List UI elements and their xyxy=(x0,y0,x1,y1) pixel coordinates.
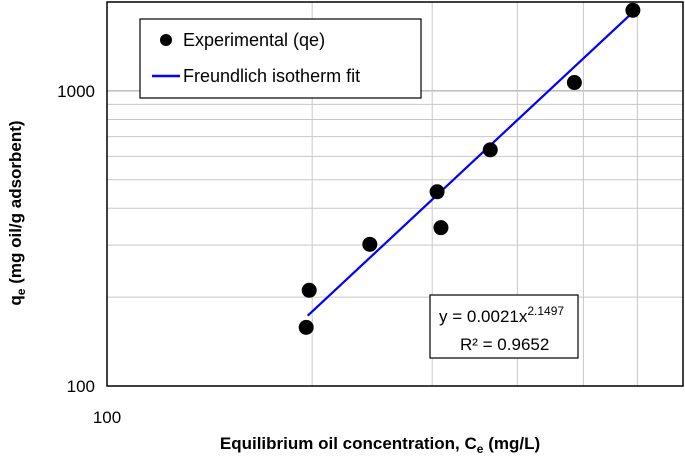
equation-box: y = 0.0021x2.1497 R² = 0.9652 xyxy=(429,294,579,359)
data-series xyxy=(298,2,641,335)
experimental-point xyxy=(482,142,498,158)
experimental-point xyxy=(566,75,582,91)
x-tick-label: 100 xyxy=(93,408,121,427)
x-axis-title-main: Equilibrium oil concentration, C xyxy=(220,434,477,453)
equation-base: y = 0.0021x xyxy=(439,307,528,326)
legend-label-experimental: Experimental (qe) xyxy=(183,30,325,50)
y-axis-title: qe (mg oil/g adsorbent) xyxy=(6,120,28,305)
experimental-point xyxy=(625,2,641,18)
x-axis-title-subscript: e xyxy=(477,442,484,456)
equation-text: y = 0.0021x2.1497 xyxy=(439,304,564,326)
x-axis-title: Equilibrium oil concentration, Ce (mg/L) xyxy=(220,434,540,456)
experimental-point xyxy=(433,220,449,236)
legend-box xyxy=(139,18,422,99)
experimental-point xyxy=(298,319,314,335)
r-squared-text: R² = 0.9652 xyxy=(460,335,549,354)
experimental-point xyxy=(362,236,378,252)
y-axis-title-main: q xyxy=(6,295,25,305)
freundlich-fit-line xyxy=(306,11,634,317)
equation-exponent: 2.1497 xyxy=(527,304,564,318)
experimental-point xyxy=(429,184,445,200)
y-axis-title-subscript: e xyxy=(14,288,28,295)
y-axis-title-unit: (mg oil/g adsorbent) xyxy=(6,120,25,288)
y-tick-label: 1000 xyxy=(57,82,95,101)
legend-label-freundlich: Freundlich isotherm fit xyxy=(183,66,360,86)
y-tick-label: 100 xyxy=(67,377,95,396)
equation-box-frame xyxy=(429,294,579,359)
axis-tick-labels: 100 1000 100 xyxy=(57,82,121,427)
plot-frame xyxy=(106,1,684,387)
experimental-point xyxy=(301,282,317,298)
y-grid-lines xyxy=(107,90,683,298)
legend-marker-experimental xyxy=(160,34,172,46)
x-axis-title-unit: (mg/L) xyxy=(483,434,540,453)
legend: Experimental (qe) Freundlich isotherm fi… xyxy=(139,18,422,99)
